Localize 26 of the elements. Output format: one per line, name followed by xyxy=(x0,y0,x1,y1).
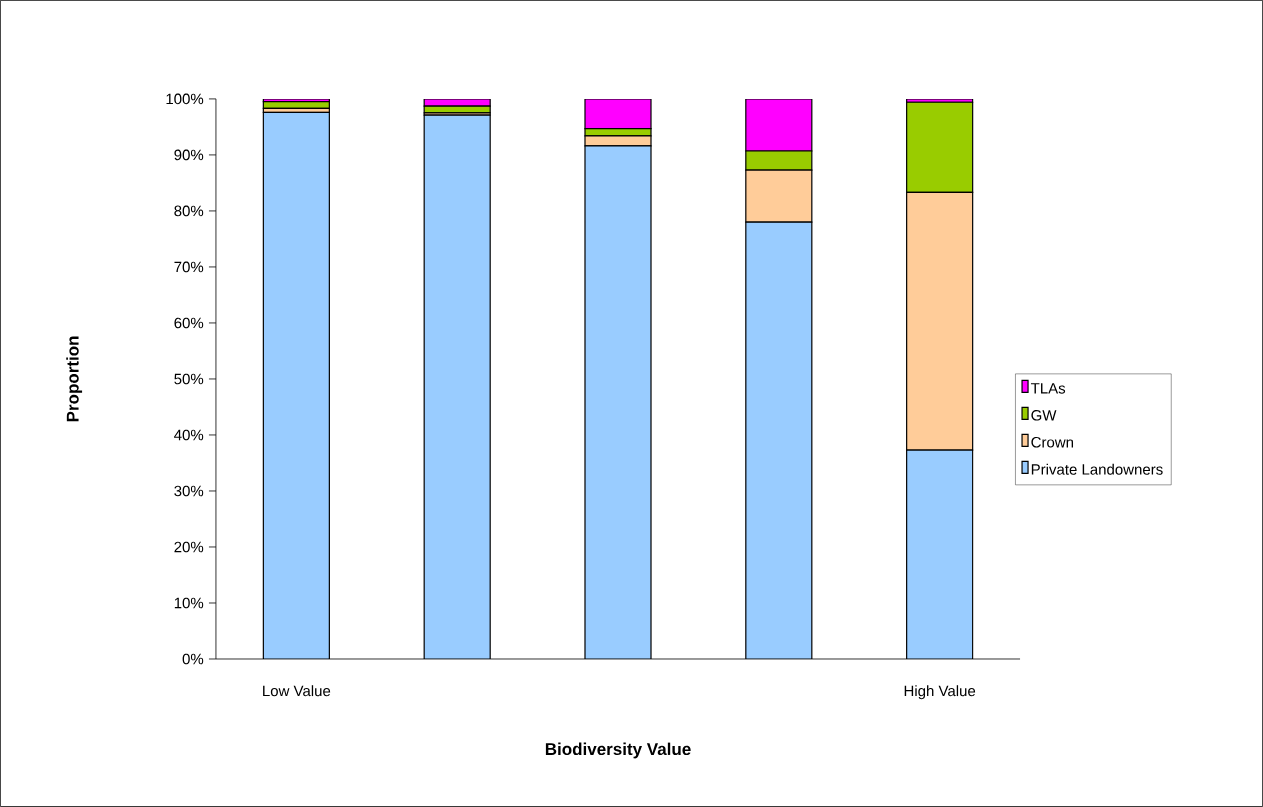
y-tick-label: 30% xyxy=(174,485,204,497)
bar xyxy=(263,112,330,660)
y-tick-label: 10% xyxy=(174,597,204,609)
y-tick-label: 70% xyxy=(174,261,204,273)
bar xyxy=(906,449,974,660)
y-tick-label: 20% xyxy=(174,541,204,553)
y-tick-label: 90% xyxy=(174,149,204,161)
legend-label: GW xyxy=(1031,410,1057,421)
legend-label: TLAs xyxy=(1030,383,1066,394)
bar xyxy=(584,145,652,660)
y-tick-label: 0% xyxy=(182,653,204,665)
x-axis-title: Biodiversity Value xyxy=(545,742,691,759)
y-tick-label: 100% xyxy=(166,93,204,105)
x-tick-label: High Value xyxy=(904,685,976,700)
y-tick-label: 50% xyxy=(174,373,204,385)
y-axis-title: Proportion xyxy=(66,336,83,422)
y-tick-label: 80% xyxy=(174,205,204,217)
bar xyxy=(745,98,813,152)
y-tick-label: 60% xyxy=(174,317,204,329)
bar xyxy=(424,115,491,660)
y-tick-label: 40% xyxy=(174,429,204,441)
bar xyxy=(584,98,652,130)
legend-label: Crown xyxy=(1031,436,1074,448)
legend-label: Private Landowners xyxy=(1031,463,1163,475)
bar xyxy=(745,222,812,660)
x-tick-label: Low Value xyxy=(263,685,331,697)
